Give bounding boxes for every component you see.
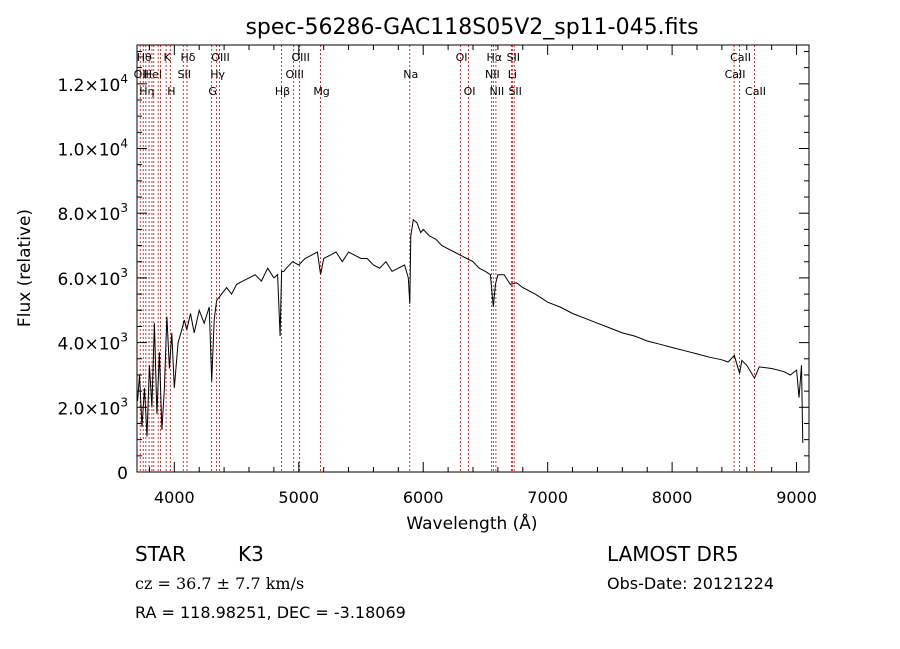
x-tick-label: 5000 (278, 488, 319, 507)
spectral-line-label: CaII (730, 51, 751, 64)
survey-label: LAMOST DR5 (607, 542, 739, 566)
y-tick-label: 0 (117, 464, 128, 484)
y-axis-label: Flux (relative) (15, 209, 35, 327)
obs-date-label: Obs-Date: 20121224 (607, 574, 775, 593)
y-tick-label: 8.0×103 (57, 201, 128, 225)
coordinates-label: RA = 118.98251, DEC = -3.18069 (135, 603, 406, 622)
chart-title: spec-56286-GAC118S05V2_sp11-045.fits (245, 15, 698, 40)
object-subclass: K3 (238, 542, 264, 566)
spectral-line-label: Hβ (275, 85, 290, 98)
spectral-line-label: CaII (725, 68, 746, 81)
spectral-line-label: OI (464, 85, 476, 98)
y-tick-label: 6.0×103 (57, 266, 128, 290)
spectrum-line (137, 218, 804, 443)
y-tick-label: 1.2×104 (57, 72, 128, 96)
spectral-line-label: Hγ (210, 68, 225, 81)
spectral-line-label: OIII (285, 68, 303, 81)
plot-frame (136, 44, 810, 473)
spectral-line-label: HeI (144, 68, 162, 81)
spectral-line-label: SII (508, 85, 521, 98)
spectral-line-label: Hδ (181, 51, 196, 64)
x-tick-label: 9000 (776, 488, 817, 507)
spectral-line-label: NII (485, 68, 500, 81)
spectral-line-label: OIII (291, 51, 309, 64)
redshift-label: cz = 36.7 ± 7.7 km/s (135, 574, 305, 593)
spectral-line-label: G (208, 85, 217, 98)
spectral-line-label: K (164, 51, 172, 64)
spectral-line-label: Hα (487, 51, 503, 64)
spectral-line-label: Hθ (137, 51, 152, 64)
spectral-line-label: CaII (745, 85, 766, 98)
spectral-line-label: SII (507, 51, 520, 64)
x-tick-label: 6000 (403, 488, 444, 507)
y-tick-label: 1.0×104 (57, 137, 128, 161)
spectral-line-label: Hη (139, 85, 154, 98)
x-axis-label: Wavelength (Å) (406, 512, 537, 534)
y-tick-label: 4.0×103 (57, 331, 128, 355)
spectral-line-label: H (167, 85, 175, 98)
y-tick-label: 2.0×103 (57, 395, 128, 419)
spectral-line-label: NII (490, 85, 505, 98)
x-tick-label: 7000 (527, 488, 568, 507)
spectral-line-label: OIII (211, 51, 229, 64)
spectral-line-label: Na (403, 68, 418, 81)
spectral-line-label: SII (178, 68, 191, 81)
x-tick-label: 8000 (652, 488, 693, 507)
object-class: STAR (135, 542, 186, 566)
spectral-line-label: OI (456, 51, 468, 64)
x-tick-label: 4000 (154, 488, 195, 507)
spectral-line-label: Mg (313, 85, 329, 98)
